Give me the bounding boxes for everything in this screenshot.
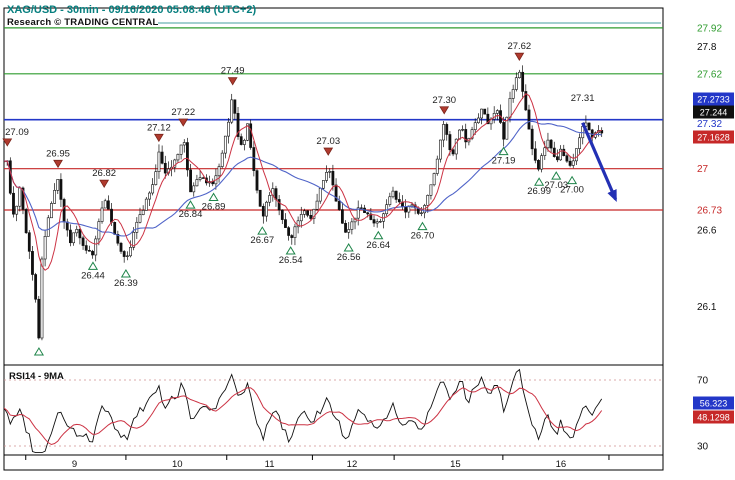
pivot-low-triangle-icon	[120, 269, 131, 278]
price-badge	[693, 92, 734, 106]
pivot-low-triangle-icon	[566, 175, 578, 185]
pivot-high-triangle-icon	[514, 52, 525, 61]
time-axis-label: 9	[72, 459, 77, 470]
pivot-high-label: 26.82	[92, 168, 116, 179]
pivot-low-label: 27.00	[560, 185, 584, 196]
axis-tick-label: 70	[697, 376, 709, 387]
chart-frame	[3, 7, 664, 471]
pivot-low-triangle-icon	[257, 226, 268, 235]
pivot-high-label: 26.95	[46, 148, 70, 159]
rsi-ma-line	[4, 386, 603, 446]
pivot-low-label: 26.64	[366, 240, 390, 251]
level-price-label: 27.32	[697, 119, 722, 130]
pivot-low-label: 26.67	[250, 235, 274, 246]
pivot-low-triangle-icon	[417, 221, 428, 231]
pivot-high-label: 27.22	[171, 107, 195, 118]
level-price-label: 27	[697, 164, 709, 175]
pivot-low-label: 27.19	[492, 156, 516, 167]
pivot-low-triangle-icon	[185, 200, 196, 209]
pivot-low-triangle-icon	[551, 171, 562, 180]
pivot-low-triangle-icon	[285, 246, 296, 255]
rsi-badge	[693, 396, 734, 410]
axis-tick-label: 27.8	[697, 42, 717, 53]
pivot-low-triangle-icon	[33, 347, 45, 356]
price-axis: 27.8 26.6 26.1 70 30 27.2733 27.244 27.1628 56.3…	[693, 23, 734, 453]
pivot-high-triangle-icon	[153, 133, 164, 143]
rsi-badge	[693, 410, 734, 424]
rsi-pane	[4, 368, 663, 454]
time-axis-label: 15	[450, 459, 461, 470]
pivot-high-triangle-icon	[323, 147, 334, 156]
rsi-badge-value: 48.1298	[697, 413, 730, 423]
level-price-label: 27.62	[697, 69, 722, 80]
axis-tick-label: 26.6	[697, 225, 717, 236]
price-badge-value: 27.2733	[697, 95, 730, 105]
pivot-high-label: 27.49	[221, 66, 245, 77]
pivot-high-label: 27.09	[5, 127, 29, 138]
pivot-low-label: 27.03	[544, 180, 568, 191]
rsi-badge-value: 56.323	[700, 399, 728, 409]
pivot-low-label: 26.39	[114, 278, 138, 289]
candlestick-series	[4, 65, 604, 341]
time-axis-label: 12	[347, 459, 358, 470]
pivot-high-triangle-icon	[2, 138, 13, 147]
price-badge	[693, 130, 734, 144]
pivot-low-label: 26.89	[202, 202, 226, 213]
pivot-high-triangle-icon	[178, 118, 189, 127]
time-axis-label: 16	[556, 459, 567, 470]
pivot-low-triangle-icon	[534, 177, 545, 186]
pivot-low-label: 26.70	[411, 231, 435, 242]
pivot-low-label: 26.56	[337, 252, 361, 263]
pivot-low-triangle-icon	[343, 243, 354, 252]
price-text-label: 27.31	[571, 93, 595, 104]
pivot-high-triangle-icon	[227, 77, 238, 86]
rsi-pane-label: RSI14 - 9MA	[9, 371, 64, 382]
level-price-label: 27.92	[697, 23, 722, 34]
price-badge	[693, 105, 734, 119]
pivot-high-label: 27.30	[432, 95, 456, 106]
instrument-title: XAG/USD - 30min - 09/16/2020 05:08:46 (U…	[7, 4, 257, 16]
research-credit: Research © TRADING CENTRAL	[7, 17, 159, 28]
pivot-low-label: 26.84	[179, 209, 203, 220]
pivot-low-triangle-icon	[87, 261, 99, 270]
ma-red-line	[4, 93, 602, 271]
pivot-high-label: 27.12	[147, 122, 171, 133]
axis-tick-label: 30	[697, 442, 709, 453]
pivot-low-triangle-icon	[498, 146, 509, 156]
pivot-low-label: 26.44	[81, 270, 105, 281]
axis-tick-label: 26.1	[697, 302, 717, 313]
pivot-high-triangle-icon	[53, 159, 63, 169]
horizontal-levels	[4, 27, 663, 211]
level-price-label: 26.73	[697, 205, 722, 216]
pivot-low-triangle-icon	[373, 230, 384, 240]
pivot-high-triangle-icon	[99, 179, 110, 188]
price-badge-value: 27.244	[700, 108, 728, 118]
price-badge-value: 27.1628	[697, 133, 730, 143]
rsi-line	[4, 368, 603, 454]
pivot-high-label: 27.62	[507, 41, 531, 52]
time-axis-label: 11	[265, 459, 275, 470]
time-axis-label: 10	[172, 459, 183, 470]
pivot-low-label: 26.99	[527, 186, 551, 197]
pivot-low-label: 26.54	[279, 255, 303, 266]
pivot-high-triangle-icon	[439, 106, 450, 115]
pivot-low-triangle-icon	[208, 192, 219, 201]
pivot-high-label: 27.03	[316, 136, 340, 147]
forecast-arrow-icon	[581, 122, 618, 203]
time-axis: 9 10 11 12 15 16	[25, 455, 610, 470]
